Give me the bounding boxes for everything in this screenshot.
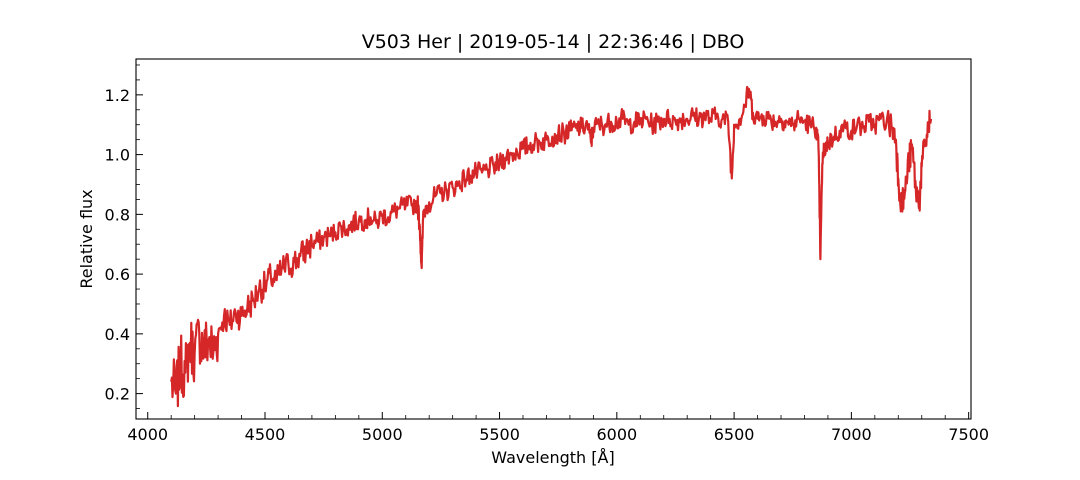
plot-frame bbox=[135, 58, 972, 420]
y-tick-label: 0.8 bbox=[105, 205, 130, 224]
y-tick-label: 0.2 bbox=[105, 385, 130, 404]
x-tick-label: 7000 bbox=[831, 425, 872, 444]
plot-area: 4000 4500 5000 5500 6000 6500 7000 7500 0.20.40… bbox=[105, 58, 989, 444]
x-tick-label: 7500 bbox=[948, 425, 989, 444]
x-tick-label: 5000 bbox=[362, 425, 403, 444]
y-tick-label: 1.0 bbox=[105, 146, 130, 165]
y-axis-ticks: 0.2 0.4 0.6 0.8 1.0 1.2 bbox=[105, 64, 143, 409]
y-tick-label: 0.4 bbox=[105, 325, 130, 344]
x-tick-label: 4000 bbox=[127, 425, 168, 444]
y-tick-label: 1.2 bbox=[105, 86, 130, 105]
y-tick-label: 0.6 bbox=[105, 265, 130, 284]
y-axis-label: Relative flux bbox=[77, 189, 96, 288]
x-tick-label: 6000 bbox=[596, 425, 637, 444]
spectrum-line bbox=[170, 85, 933, 408]
x-tick-label: 4500 bbox=[245, 425, 286, 444]
x-axis-label: Wavelength [Å] bbox=[491, 448, 614, 467]
x-tick-label: 6500 bbox=[714, 425, 755, 444]
plot-background bbox=[136, 59, 971, 419]
chart-title: V503 Her | 2019-05-14 | 22:36:46 | DBO bbox=[362, 31, 745, 53]
x-tick-label: 5500 bbox=[479, 425, 520, 444]
x-axis-ticks: 4000 4500 5000 5500 6000 6500 7000 7500 bbox=[127, 412, 989, 444]
